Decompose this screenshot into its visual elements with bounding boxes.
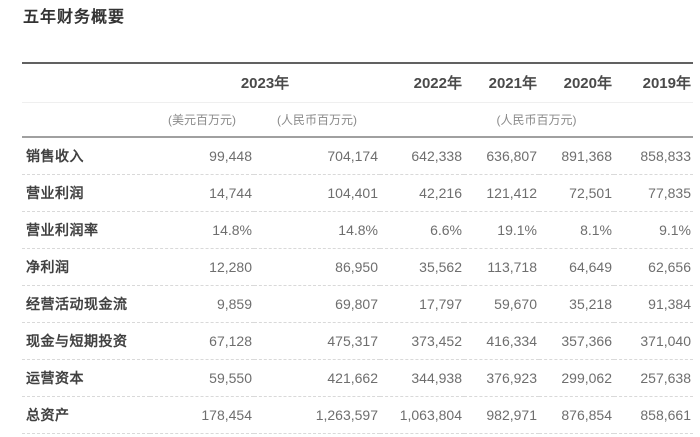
- table-row: 现金与短期投资 67,128 475,317 373,452 416,334 3…: [22, 322, 693, 360]
- unit-header-rmb-group: (人民币百万元): [380, 102, 693, 138]
- cell-value: 91,384: [614, 285, 693, 323]
- cell-value: 12,280: [150, 248, 254, 286]
- cell-value: 8.1%: [539, 211, 614, 249]
- cell-value: 6.6%: [380, 211, 464, 249]
- year-header-2020: 2020年: [539, 63, 614, 103]
- cell-value: 1,263,597: [254, 396, 380, 434]
- table-row: 运营资本 59,550 421,662 344,938 376,923 299,…: [22, 359, 693, 397]
- cell-value: 14,744: [150, 174, 254, 212]
- cell-value: 858,661: [614, 396, 693, 434]
- cell-value: 35,562: [380, 248, 464, 286]
- unit-header-row: (美元百万元) (人民币百万元) (人民币百万元): [22, 102, 693, 138]
- cell-value: 891,368: [539, 137, 614, 175]
- table-row: 销售收入 99,448 704,174 642,338 636,807 891,…: [22, 137, 693, 175]
- page-title: 五年财务概要: [23, 9, 126, 26]
- cell-value: 104,401: [254, 174, 380, 212]
- corner-cell: [22, 63, 150, 103]
- cell-value: 257,638: [614, 359, 693, 397]
- corner-cell: [22, 102, 150, 138]
- table-row: 经营活动现金流 9,859 69,807 17,797 59,670 35,21…: [22, 285, 693, 323]
- cell-value: 9.1%: [614, 211, 693, 249]
- row-label: 销售收入: [22, 137, 150, 175]
- cell-value: 64,649: [539, 248, 614, 286]
- cell-value: 299,062: [539, 359, 614, 397]
- row-label: 经营活动现金流: [22, 285, 150, 323]
- row-label: 运营资本: [22, 359, 150, 397]
- cell-value: 357,366: [539, 322, 614, 360]
- row-label: 营业利润率: [22, 211, 150, 249]
- cell-value: 113,718: [464, 248, 539, 286]
- cell-value: 59,670: [464, 285, 539, 323]
- unit-header-rmb: (人民币百万元): [254, 102, 380, 138]
- cell-value: 704,174: [254, 137, 380, 175]
- cell-value: 35,218: [539, 285, 614, 323]
- cell-value: 17,797: [380, 285, 464, 323]
- row-label: 净利润: [22, 248, 150, 286]
- cell-value: 416,334: [464, 322, 539, 360]
- unit-header-usd: (美元百万元): [150, 102, 254, 138]
- cell-value: 14.8%: [254, 211, 380, 249]
- cell-value: 67,128: [150, 322, 254, 360]
- table-row: 营业利润率 14.8% 14.8% 6.6% 19.1% 8.1% 9.1%: [22, 211, 693, 249]
- cell-value: 178,454: [150, 396, 254, 434]
- cell-value: 344,938: [380, 359, 464, 397]
- cell-value: 876,854: [539, 396, 614, 434]
- cell-value: 858,833: [614, 137, 693, 175]
- cell-value: 642,338: [380, 137, 464, 175]
- cell-value: 636,807: [464, 137, 539, 175]
- year-header-2023: 2023年: [150, 63, 380, 103]
- row-label: 营业利润: [22, 174, 150, 212]
- cell-value: 69,807: [254, 285, 380, 323]
- year-header-2019: 2019年: [614, 63, 693, 103]
- year-header-2021: 2021年: [464, 63, 539, 103]
- cell-value: 42,216: [380, 174, 464, 212]
- cell-value: 373,452: [380, 322, 464, 360]
- table-row: 总资产 178,454 1,263,597 1,063,804 982,971 …: [22, 396, 693, 434]
- table-row: 净利润 12,280 86,950 35,562 113,718 64,649 …: [22, 248, 693, 286]
- cell-value: 19.1%: [464, 211, 539, 249]
- year-header-row: 2023年 2022年 2021年 2020年 2019年: [22, 63, 693, 103]
- cell-value: 421,662: [254, 359, 380, 397]
- cell-value: 86,950: [254, 248, 380, 286]
- cell-value: 475,317: [254, 322, 380, 360]
- cell-value: 9,859: [150, 285, 254, 323]
- cell-value: 72,501: [539, 174, 614, 212]
- cell-value: 99,448: [150, 137, 254, 175]
- row-label: 现金与短期投资: [22, 322, 150, 360]
- cell-value: 14.8%: [150, 211, 254, 249]
- cell-value: 77,835: [614, 174, 693, 212]
- cell-value: 121,412: [464, 174, 539, 212]
- table-row: 营业利润 14,744 104,401 42,216 121,412 72,50…: [22, 174, 693, 212]
- cell-value: 62,656: [614, 248, 693, 286]
- cell-value: 1,063,804: [380, 396, 464, 434]
- cell-value: 376,923: [464, 359, 539, 397]
- cell-value: 371,040: [614, 322, 693, 360]
- year-header-2022: 2022年: [380, 63, 464, 103]
- row-label: 总资产: [22, 396, 150, 434]
- cell-value: 982,971: [464, 396, 539, 434]
- financial-summary-table: 2023年 2022年 2021年 2020年 2019年 (美元百万元) (人…: [22, 62, 693, 434]
- cell-value: 59,550: [150, 359, 254, 397]
